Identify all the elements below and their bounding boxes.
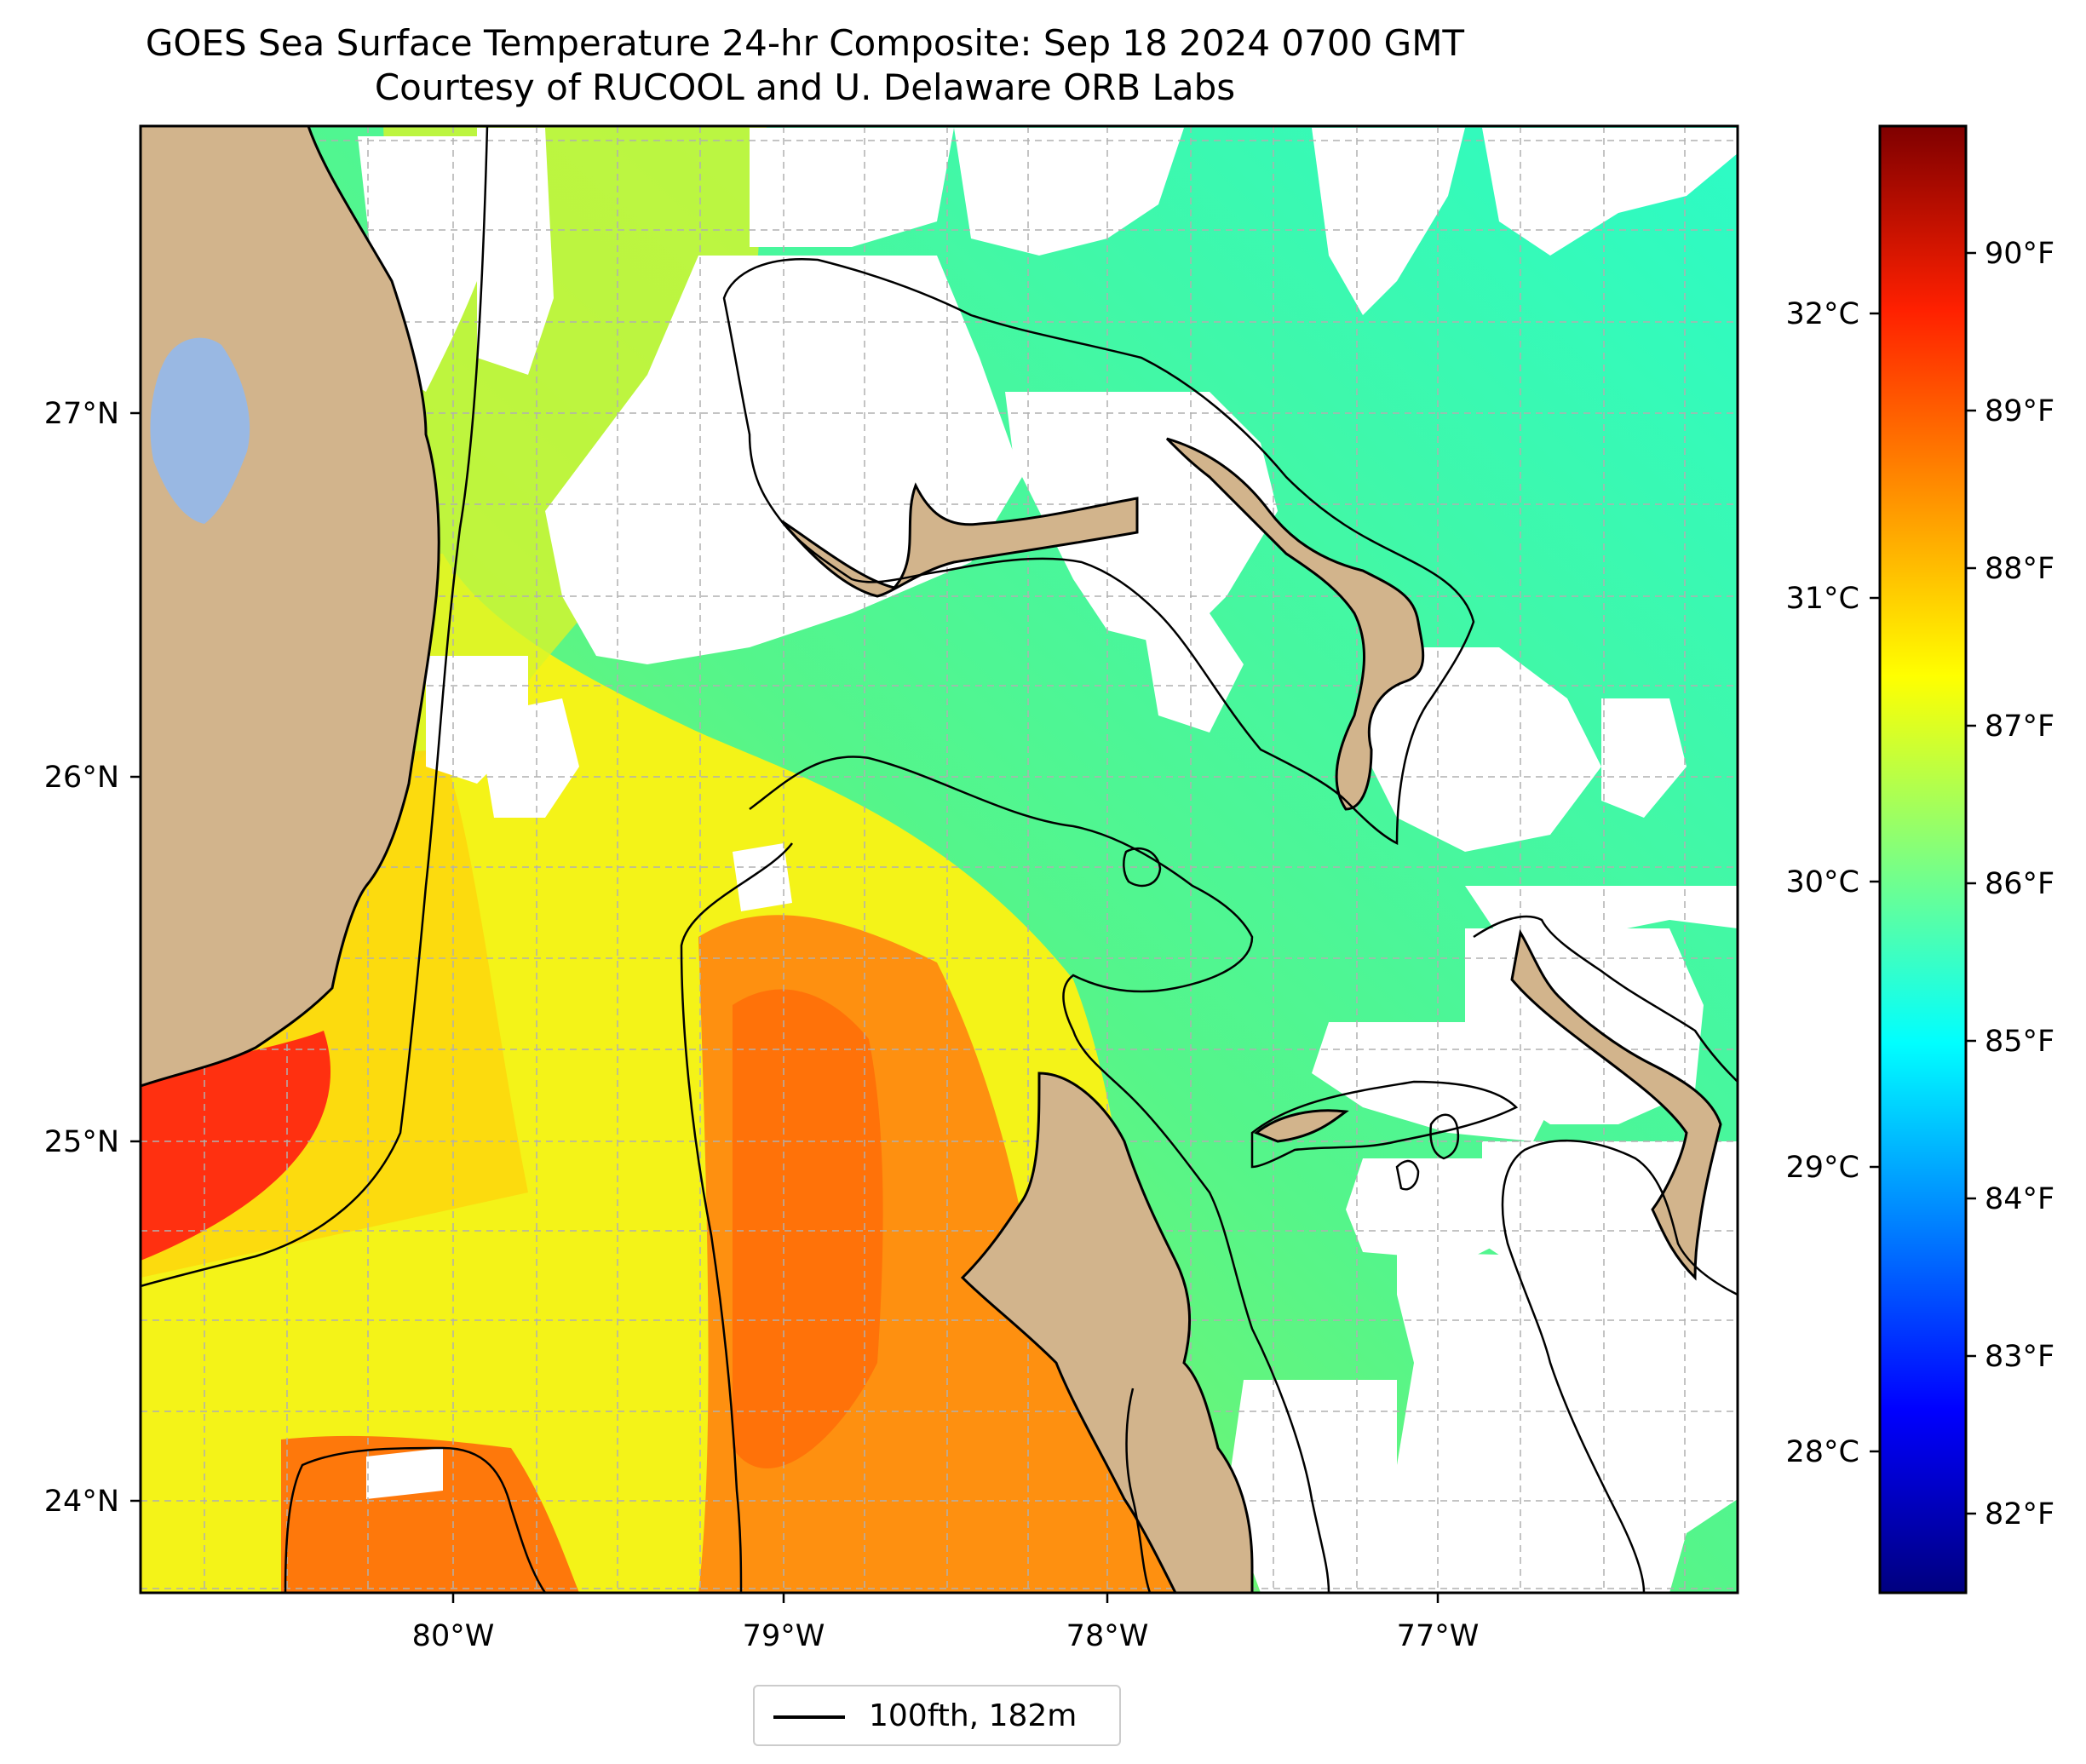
map-border (139, 124, 1739, 1594)
legend-line-swatch (773, 1715, 845, 1719)
lat-tick-label: 26°N (44, 761, 119, 795)
andros-island (960, 1072, 1254, 1593)
colorbar-fahrenheit-label: 83°F (1985, 1340, 2054, 1374)
map-legend: 100fth, 182m (753, 1685, 1121, 1746)
colorbar-celsius-label: 30°C (1786, 865, 1859, 899)
warm-coastal-water (141, 1031, 331, 1261)
colorbar-fahrenheit-label: 85°F (1985, 1025, 2054, 1059)
colorbar-fahrenheit-label: 90°F (1985, 237, 2054, 271)
colorbar-celsius-label: 28°C (1786, 1435, 1859, 1469)
isobath-100fth (141, 126, 1738, 1593)
eleuthera-island (1510, 928, 1722, 1281)
lat-tick-label: 24°N (44, 1485, 119, 1519)
lon-tick-label: 80°W (412, 1619, 495, 1653)
colorbar-fahrenheit-label: 86°F (1985, 867, 2054, 901)
colorbar (1878, 124, 1968, 1594)
lat-tick-label: 25°N (44, 1125, 119, 1159)
colorbar-celsius-label: 31°C (1786, 582, 1859, 616)
lon-tick-label: 78°W (1066, 1619, 1149, 1653)
new-providence-island (1254, 1109, 1349, 1143)
legend-label: 100fth, 182m (869, 1698, 1077, 1733)
grand-bahama-island (780, 482, 1139, 598)
colorbar-fahrenheit-label: 84°F (1985, 1182, 2054, 1216)
lon-tick-label: 79°W (743, 1619, 825, 1653)
colorbar-fahrenheit-label: 82°F (1985, 1497, 2054, 1531)
colorbar-celsius-label: 32°C (1786, 297, 1859, 331)
colorbar-fahrenheit-label: 87°F (1985, 710, 2054, 744)
lake-okeechobee (150, 337, 250, 524)
colorbar-celsius-label: 29°C (1786, 1151, 1859, 1185)
colorbar-fahrenheit-label: 88°F (1985, 552, 2054, 586)
map-subtitle: Courtesy of RUCOOL and U. Delaware ORB L… (374, 66, 1236, 108)
colorbar-fahrenheit-label: 89°F (1985, 394, 2054, 428)
lon-tick-label: 77°W (1397, 1619, 1480, 1653)
abaco-island (1165, 437, 1425, 811)
lat-tick-label: 27°N (44, 397, 119, 431)
map-title: GOES Sea Surface Temperature 24-hr Compo… (145, 22, 1465, 64)
